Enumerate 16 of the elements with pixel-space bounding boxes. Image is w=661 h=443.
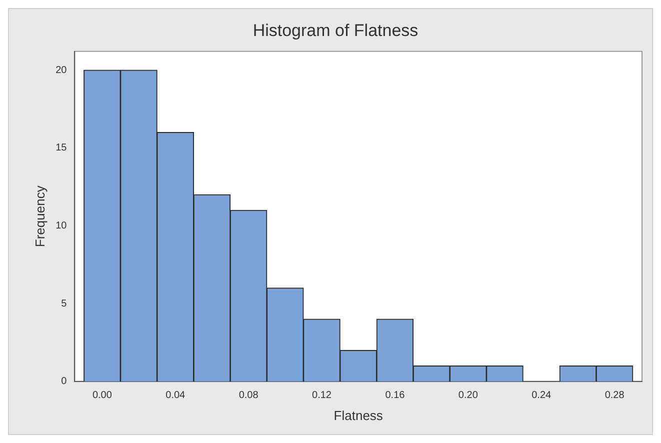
x-tick-label: 0.04 <box>166 390 186 402</box>
x-tick-label: 0.16 <box>385 390 406 402</box>
y-tick-label: 20 <box>56 64 68 76</box>
x-axis-title: Flatness <box>334 408 384 423</box>
y-tick-label: 15 <box>56 142 68 154</box>
x-tick-label: 0.28 <box>604 390 625 402</box>
chart-title: Histogram of Flatness <box>252 20 418 40</box>
y-axis-title: Frequency <box>32 185 48 248</box>
x-tick-label: 0.00 <box>92 390 112 402</box>
y-tick-label: 10 <box>56 220 68 232</box>
x-tick-label: 0.20 <box>458 390 478 402</box>
y-tick-label: 5 <box>61 298 68 310</box>
x-tick-label: 0.08 <box>238 390 259 402</box>
x-tick-label: 0.24 <box>532 390 552 402</box>
y-tick-label: 0 <box>61 376 68 388</box>
x-tick-label: 0.12 <box>312 390 332 402</box>
